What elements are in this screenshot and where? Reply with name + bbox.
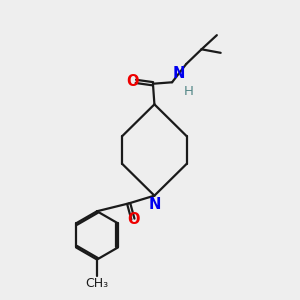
Text: N: N bbox=[173, 66, 185, 81]
Text: H: H bbox=[183, 85, 193, 98]
Text: N: N bbox=[148, 197, 160, 212]
Text: O: O bbox=[128, 212, 140, 226]
Text: O: O bbox=[126, 74, 139, 89]
Text: CH₃: CH₃ bbox=[85, 277, 109, 290]
